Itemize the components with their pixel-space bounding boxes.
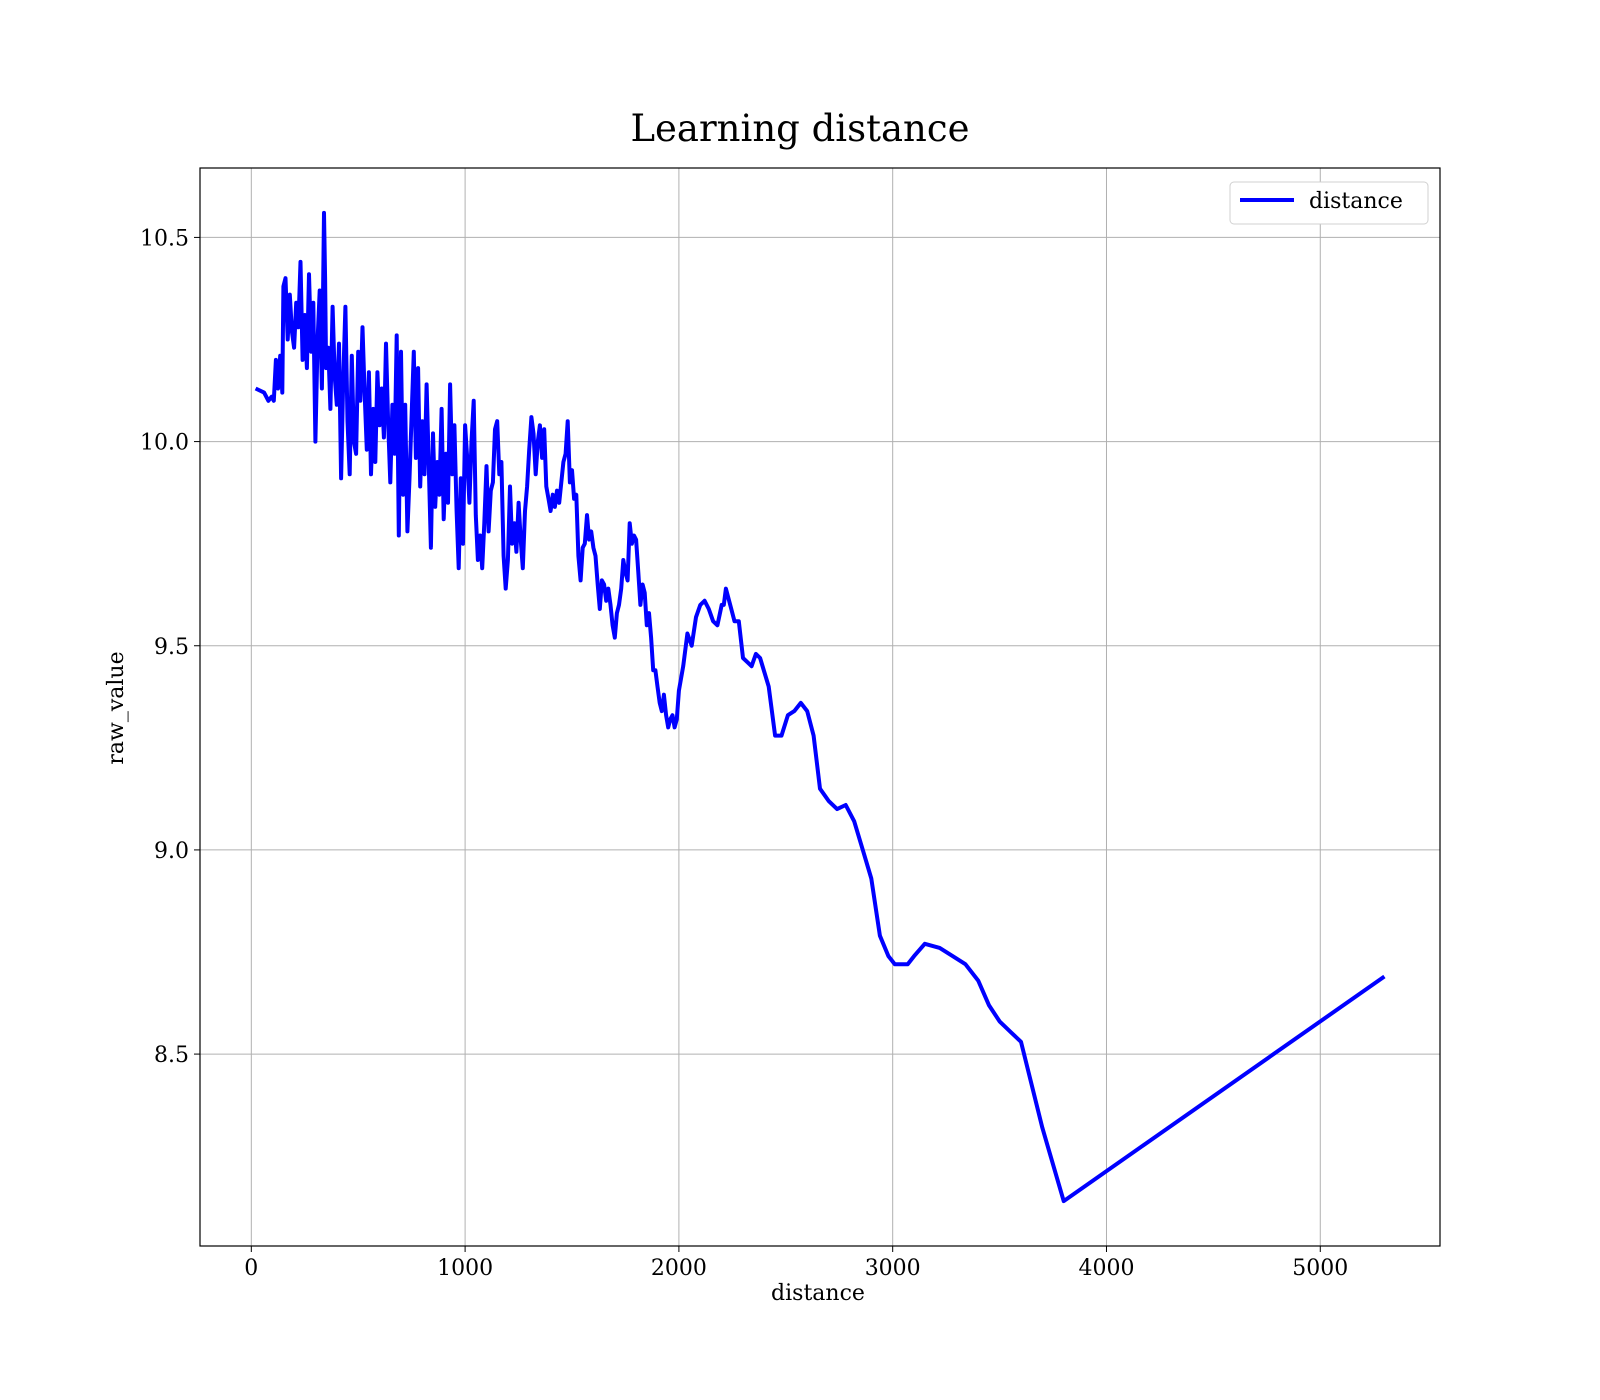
legend: distance: [1229, 181, 1429, 225]
y-tick-label: 8.5: [154, 1043, 189, 1068]
x-axis-label: distance: [771, 1281, 865, 1306]
legend-label: distance: [1309, 189, 1403, 214]
y-tick-label: 10.5: [140, 226, 189, 251]
x-tick-label: 0: [244, 1256, 258, 1281]
y-tick-label: 9.5: [154, 635, 189, 660]
plot-series: [254, 210, 1386, 1204]
series-line-distance: [254, 210, 1386, 1204]
y-tick-label: 9.0: [154, 839, 189, 864]
x-tick-label: 3000: [865, 1256, 921, 1281]
x-tick-label: 2000: [651, 1256, 707, 1281]
plot-frame: [199, 167, 1441, 1247]
legend-box: [1229, 181, 1429, 225]
y-tick-label: 10.0: [140, 431, 189, 456]
x-tick-label: 1000: [437, 1256, 493, 1281]
x-tick-label: 4000: [1078, 1256, 1134, 1281]
x-tick-label: 5000: [1292, 1256, 1348, 1281]
chart-title: Learning distance: [630, 107, 969, 150]
axis-ticks: 0 1000 2000 3000 4000 5000 8.5 9.0 9.5 10.0 10.5: [140, 226, 1348, 1281]
y-axis-label: raw_value: [104, 651, 129, 764]
